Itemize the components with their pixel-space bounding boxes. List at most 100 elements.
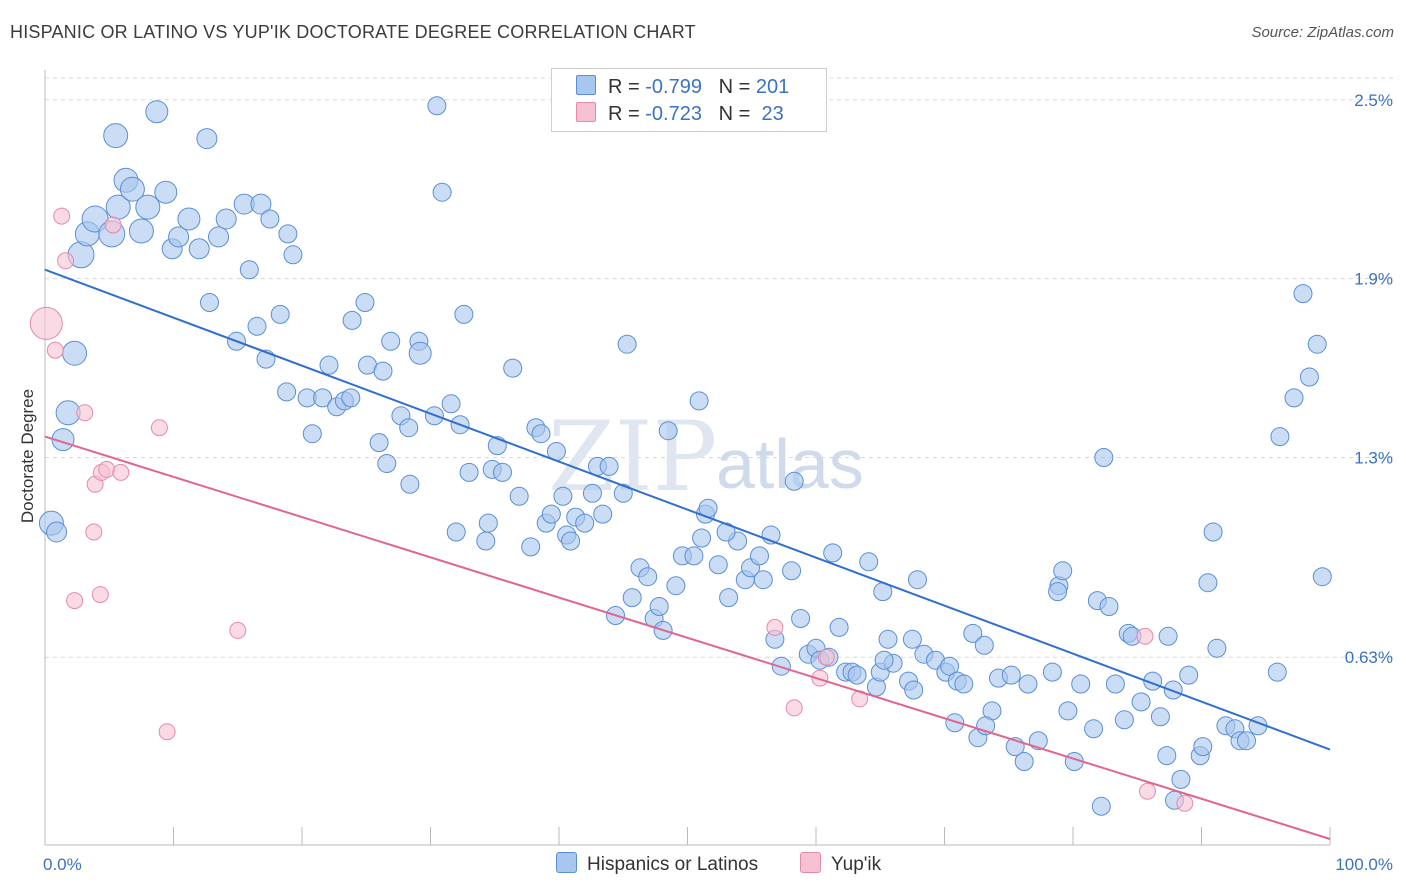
x-tick-label-min: 0.0% — [43, 855, 82, 874]
hispanics-point — [119, 176, 145, 202]
hispanics-point — [154, 180, 178, 204]
yupik-point — [1136, 627, 1154, 645]
bottom-legend-swatch-blue — [556, 852, 577, 873]
hispanics-point — [908, 570, 927, 590]
yupik-point — [76, 404, 94, 422]
hispanics-point — [503, 358, 523, 378]
legend-swatch-pink — [576, 102, 596, 122]
hispanics-point — [239, 260, 259, 280]
hispanics-point — [355, 293, 375, 312]
hispanics-point — [454, 304, 474, 324]
yupik-point — [1176, 794, 1194, 812]
hispanics-point — [145, 100, 169, 124]
hispanics-point — [441, 394, 461, 414]
hispanics-point — [708, 555, 728, 575]
chart-title: HISPANIC OR LATINO VS YUP'IK DOCTORATE D… — [10, 22, 696, 42]
hispanics-point — [638, 567, 658, 587]
hispanics-point — [782, 561, 802, 581]
hispanics-point — [196, 128, 218, 150]
hispanics-point — [553, 486, 573, 506]
hispanics-point — [1042, 662, 1062, 682]
yupik-point — [98, 460, 116, 478]
yupik-point — [1139, 782, 1156, 800]
stats-legend: R = -0.799 N = 201 R = -0.723 N = 23 — [551, 68, 827, 132]
yupik-point — [229, 621, 247, 639]
hispanics-point — [541, 504, 561, 524]
legend-swatch-blue — [576, 75, 596, 95]
yupik-point — [104, 216, 122, 234]
hispanics-point — [945, 713, 965, 733]
legend-n-value: 201 — [755, 76, 790, 98]
hispanics-point — [1048, 582, 1068, 602]
hispanics-point — [613, 483, 633, 503]
hispanics-point — [493, 462, 512, 482]
hispanics-point — [215, 208, 237, 230]
hispanics-point — [784, 471, 804, 491]
hispanics-point — [1207, 638, 1227, 658]
axes — [44, 70, 1331, 846]
hispanics-point — [954, 674, 974, 694]
hispanics-point — [342, 310, 362, 330]
legend-row-hispanics: R = -0.799 N = 201 — [576, 75, 789, 99]
legend-n-label: N = — [718, 103, 756, 125]
hispanics-point — [617, 334, 637, 354]
yupik-point — [150, 419, 168, 437]
hispanics-point — [62, 340, 88, 366]
yupik-point — [66, 592, 84, 610]
yupik-point — [29, 306, 63, 340]
hispanics-point — [1307, 334, 1327, 354]
hispanics-point — [859, 552, 879, 572]
hispanics-point — [377, 454, 397, 473]
hispanics-point — [200, 293, 219, 312]
hispanics-point — [1014, 752, 1034, 771]
hispanics-point — [963, 623, 983, 643]
hispanics-point — [247, 316, 267, 336]
yupik-point — [817, 648, 835, 666]
hispanics-point — [1150, 707, 1170, 727]
legend-n-label: N = — [718, 76, 756, 98]
bottom-legend-hispanics: Hispanics or Latinos — [556, 852, 758, 876]
x-tick-label-max: 100.0% — [1335, 855, 1393, 874]
y-tick-label: 0.63% — [1345, 648, 1393, 667]
yupik-point — [766, 618, 784, 636]
hispanics-point — [188, 238, 210, 260]
hispanics-point — [902, 629, 922, 649]
y-tick-label: 2.5% — [1354, 91, 1393, 110]
hispanics-point — [791, 609, 811, 628]
hispanics-point — [103, 123, 129, 149]
hispanics-point — [400, 474, 420, 494]
hispanics-point — [719, 588, 739, 608]
hispanics-point — [509, 486, 529, 506]
hispanics-point — [177, 207, 201, 231]
hispanics-point — [369, 433, 389, 453]
hispanics-point — [1091, 796, 1111, 816]
hispanics-point — [1071, 674, 1091, 694]
hispanics-point — [689, 391, 709, 411]
hispanics-point — [940, 656, 960, 676]
hispanics-point — [459, 462, 479, 482]
watermark-atlas: atlas — [716, 425, 864, 503]
hispanics-point — [1084, 719, 1104, 739]
x-tick-labels: 0.0% 100.0% — [43, 855, 1393, 874]
hispanics-point — [847, 665, 867, 685]
yupik-point — [57, 252, 75, 270]
hispanics-point — [829, 617, 849, 637]
yupik-point — [85, 523, 103, 541]
hispanics-point — [341, 388, 361, 408]
yupik-trend-line — [44, 435, 1331, 840]
hispanics-point — [302, 424, 322, 444]
legend-r-value: -0.799 — [645, 76, 702, 98]
hispanics-point — [270, 304, 290, 324]
yupik-point — [91, 586, 109, 604]
hispanics-point — [622, 588, 642, 608]
hispanics-point — [684, 546, 704, 566]
hispanics-point — [1105, 674, 1125, 694]
y-axis-label: Doctorate Degree — [18, 389, 37, 523]
legend-r-value: -0.723 — [645, 103, 702, 125]
hispanics-point — [283, 245, 303, 265]
hispanics-point — [904, 680, 924, 700]
yupik-point — [811, 669, 829, 687]
y-tick-label: 1.9% — [1354, 270, 1393, 289]
trend-lines — [44, 268, 1331, 840]
